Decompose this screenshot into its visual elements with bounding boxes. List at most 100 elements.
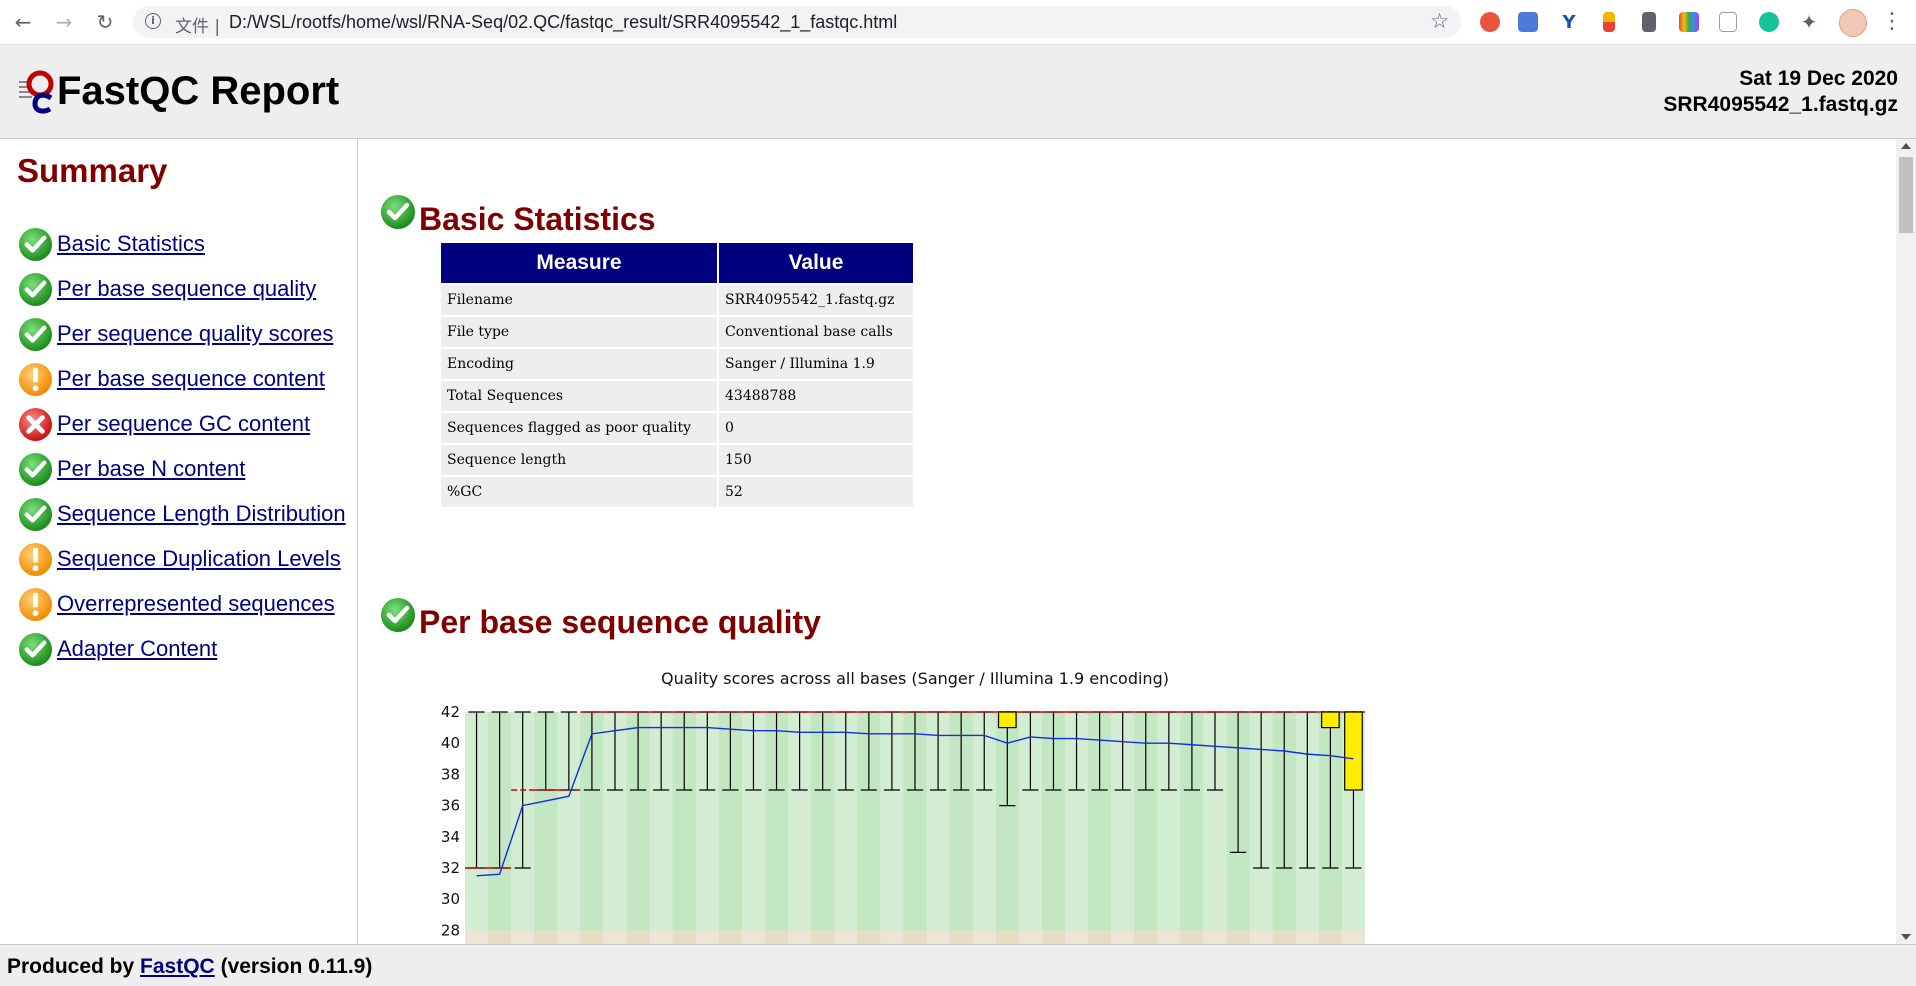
grammarly-icon[interactable] bbox=[1759, 12, 1779, 32]
address-bar[interactable]: i 文件 | D:/WSL/rootfs/home/wsl/RNA-Seq/02… bbox=[133, 6, 1461, 38]
report-header: FastQC Report Sat 19 Dec 2020 SRR4095542… bbox=[0, 45, 1916, 139]
scroll-down-icon[interactable] bbox=[1901, 934, 1911, 940]
summary-module-link[interactable]: Per sequence quality scores bbox=[57, 321, 334, 346]
y-tick-label: 38 bbox=[441, 765, 460, 783]
table-row: Filename SRR4095542_1.fastq.gz bbox=[441, 285, 913, 315]
summary-module-link[interactable]: Overrepresented sequences bbox=[57, 591, 335, 616]
scrollbar-thumb[interactable] bbox=[1899, 157, 1913, 233]
fastqc-link[interactable]: FastQC bbox=[140, 955, 215, 978]
y-tick-label: 28 bbox=[441, 921, 460, 939]
warn-icon bbox=[18, 542, 53, 577]
column-stripe bbox=[695, 712, 719, 944]
column-stripe bbox=[1018, 712, 1042, 944]
measure-cell: Encoding bbox=[441, 349, 717, 379]
avatar[interactable] bbox=[1839, 9, 1867, 37]
column-stripe bbox=[1203, 712, 1227, 944]
report-date: Sat 19 Dec 2020 bbox=[1739, 67, 1898, 90]
table-row: Sequences flagged as poor quality 0 bbox=[441, 413, 913, 443]
mean-line bbox=[476, 726, 1354, 877]
value-cell: Conventional base calls bbox=[719, 317, 913, 347]
summary-module-link[interactable]: Basic Statistics bbox=[57, 231, 205, 256]
y-tick-label: 42 bbox=[441, 703, 460, 721]
column-stripe bbox=[788, 712, 812, 944]
column-stripe bbox=[741, 712, 765, 944]
report-filename: SRR4095542_1.fastq.gz bbox=[1663, 93, 1898, 116]
table-row: File type Conventional base calls bbox=[441, 317, 913, 347]
column-stripe bbox=[1157, 712, 1181, 944]
extension-icon[interactable] bbox=[1603, 12, 1615, 32]
forward-icon[interactable]: → bbox=[55, 10, 73, 34]
measure-cell: Sequence length bbox=[441, 445, 717, 475]
quality-zone bbox=[465, 930, 1365, 944]
extensions-puzzle-icon[interactable]: ✦ bbox=[1800, 10, 1818, 34]
quartile-box bbox=[1321, 711, 1340, 729]
value-cell: 52 bbox=[719, 477, 913, 507]
quartile-box bbox=[1344, 711, 1363, 791]
info-icon[interactable]: i bbox=[145, 13, 161, 29]
browser-toolbar: ← → ↻ i 文件 | D:/WSL/rootfs/home/wsl/RNA-… bbox=[0, 0, 1916, 45]
quality-box-plot: Quality scores across all bases (Sanger … bbox=[441, 669, 1365, 944]
summary-title: Summary bbox=[17, 152, 168, 189]
summary-module-link[interactable]: Per sequence GC content bbox=[57, 411, 311, 436]
column-stripe bbox=[603, 712, 627, 944]
summary-module-link[interactable]: Per base sequence quality bbox=[57, 276, 317, 301]
back-icon[interactable]: ← bbox=[14, 10, 32, 34]
quartile-box bbox=[997, 711, 1017, 729]
url-text[interactable]: D:/WSL/rootfs/home/wsl/RNA-Seq/02.QC/fas… bbox=[229, 12, 898, 32]
report-title: FastQC Report bbox=[57, 69, 340, 113]
y-tick-label: 34 bbox=[441, 828, 460, 846]
document-icon[interactable] bbox=[1719, 12, 1737, 32]
column-stripe bbox=[557, 712, 581, 944]
extension-icon[interactable] bbox=[1480, 12, 1500, 32]
value-cell: 43488788 bbox=[719, 381, 913, 411]
basic-statistics-table: Measure Value Filename SRR4095542_1.fastq… bbox=[439, 241, 915, 509]
pass-icon bbox=[381, 195, 415, 229]
extension-icon[interactable] bbox=[1679, 12, 1699, 32]
pass-icon bbox=[381, 598, 415, 632]
bookmark-icon[interactable] bbox=[1642, 12, 1656, 32]
scheme-label: 文件 | bbox=[175, 17, 221, 37]
summary-module-link[interactable]: Per base sequence content bbox=[57, 366, 325, 391]
fail-icon bbox=[18, 407, 53, 442]
column-header-measure: Measure bbox=[441, 243, 717, 283]
summary-module-link[interactable]: Sequence Duplication Levels bbox=[57, 546, 341, 571]
pass-icon bbox=[18, 497, 53, 532]
section-title-per-base-sequence-quality: Per base sequence quality bbox=[419, 604, 821, 640]
column-stripe bbox=[880, 712, 904, 944]
column-stripe bbox=[1111, 712, 1135, 944]
more-menu-icon[interactable]: ⋮ bbox=[1881, 9, 1903, 34]
vertical-scrollbar[interactable] bbox=[1896, 139, 1916, 944]
main-content: Basic Statistics Measure Value Filename S… bbox=[358, 139, 1896, 944]
table-row: Sequence length 150 bbox=[441, 445, 913, 475]
summary-module-link[interactable]: Adapter Content bbox=[57, 636, 218, 661]
measure-cell: %GC bbox=[441, 477, 717, 507]
pass-icon bbox=[18, 272, 53, 307]
measure-cell: Total Sequences bbox=[441, 381, 717, 411]
pass-icon bbox=[18, 227, 53, 262]
column-stripe bbox=[926, 712, 950, 944]
column-stripe bbox=[649, 712, 673, 944]
y-tick-label: 36 bbox=[441, 797, 460, 815]
value-cell: SRR4095542_1.fastq.gz bbox=[719, 285, 913, 315]
scroll-up-icon[interactable] bbox=[1901, 143, 1911, 149]
translate-icon[interactable] bbox=[1518, 12, 1538, 32]
bookmark-star-icon[interactable]: ☆ bbox=[1430, 9, 1449, 33]
summary-module-link[interactable]: Sequence Length Distribution bbox=[57, 501, 346, 526]
warn-icon bbox=[18, 587, 53, 622]
column-stripe bbox=[1065, 712, 1089, 944]
table-row: Total Sequences 43488788 bbox=[441, 381, 913, 411]
warn-icon bbox=[18, 362, 53, 397]
footer-text: Produced by FastQC (version 0.11.9) bbox=[7, 955, 372, 979]
section-title-basic-statistics: Basic Statistics bbox=[419, 201, 656, 237]
extension-icon[interactable]: Y bbox=[1562, 12, 1576, 33]
pass-icon bbox=[18, 452, 53, 487]
value-cell: Sanger / Illumina 1.9 bbox=[719, 349, 913, 379]
report-footer: Produced by FastQC (version 0.11.9) bbox=[0, 944, 1916, 986]
y-tick-label: 32 bbox=[441, 859, 460, 877]
summary-module-link[interactable]: Per base N content bbox=[57, 456, 246, 481]
footer-version: (version 0.11.9) bbox=[220, 955, 373, 978]
pass-icon bbox=[18, 632, 53, 667]
reload-icon[interactable]: ↻ bbox=[96, 10, 114, 34]
pass-icon bbox=[18, 317, 53, 352]
value-cell: 150 bbox=[719, 445, 913, 475]
